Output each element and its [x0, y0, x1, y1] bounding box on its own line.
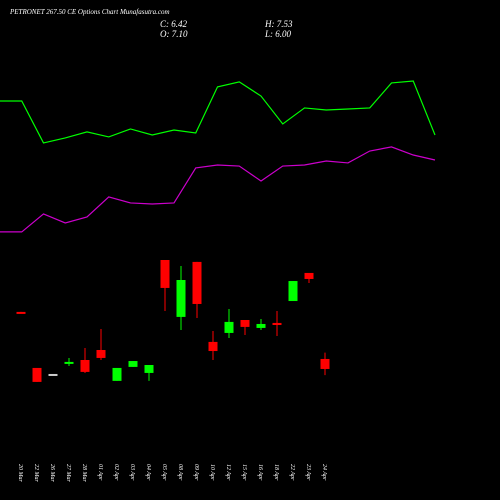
x-tick-label: 28 Mar: [81, 464, 87, 482]
candle-body: [224, 321, 234, 333]
stat: C: 6.42: [160, 19, 188, 29]
stat: H: 7.53: [264, 19, 293, 29]
x-tick-label: 23 Apr: [305, 464, 311, 481]
candle-body: [80, 360, 90, 372]
x-tick-label: 15 Apr: [241, 464, 247, 481]
candle-body: [48, 373, 58, 376]
x-tick-label: 18 Apr: [273, 464, 279, 481]
x-tick-label: 20 Mar: [17, 464, 23, 482]
x-tick-label: 03 Apr: [129, 464, 135, 481]
candle-body: [96, 350, 106, 358]
candle-body: [320, 358, 330, 369]
candle-body: [32, 367, 42, 382]
stat: L: 6.00: [264, 29, 292, 39]
x-tick-label: 22 Apr: [289, 464, 295, 481]
x-tick-label: 01 Apr: [97, 464, 103, 481]
x-tick-label: 16 Apr: [257, 464, 263, 481]
candle-body: [192, 261, 202, 304]
candle-body: [272, 322, 282, 325]
x-tick-label: 26 Mar: [49, 464, 55, 482]
x-tick-label: 24 Apr: [321, 464, 328, 481]
candle-body: [240, 320, 250, 327]
candle-body: [304, 272, 314, 279]
x-tick-label: 05 Apr: [161, 464, 167, 481]
candle-body: [256, 323, 266, 328]
candle-body: [288, 281, 298, 302]
candle-body: [16, 311, 26, 314]
x-tick-label: 08 Apr: [177, 464, 183, 481]
x-tick-label: 10 Apr: [209, 464, 215, 481]
candle-body: [176, 280, 186, 317]
x-tick-label: 04 Apr: [145, 464, 152, 481]
indicator-line: [0, 146, 436, 233]
candle-body: [64, 361, 74, 364]
x-tick-label: 09 Apr: [193, 464, 199, 481]
candle-body: [144, 365, 154, 373]
x-tick-label: 02 Apr: [113, 464, 119, 481]
indicator-line: [0, 80, 436, 144]
x-tick-label: 27 Mar: [65, 464, 71, 482]
x-tick-label: 22 Mar: [33, 464, 39, 482]
chart-title: PETRONET 267.50 CE Options Chart Munafas…: [9, 8, 170, 16]
x-tick-label: 12 Apr: [225, 464, 231, 481]
candle-body: [128, 361, 138, 367]
stat: O: 7.10: [160, 29, 188, 39]
candle-body: [160, 260, 170, 288]
candle-body: [112, 367, 122, 381]
candle-body: [208, 341, 218, 352]
